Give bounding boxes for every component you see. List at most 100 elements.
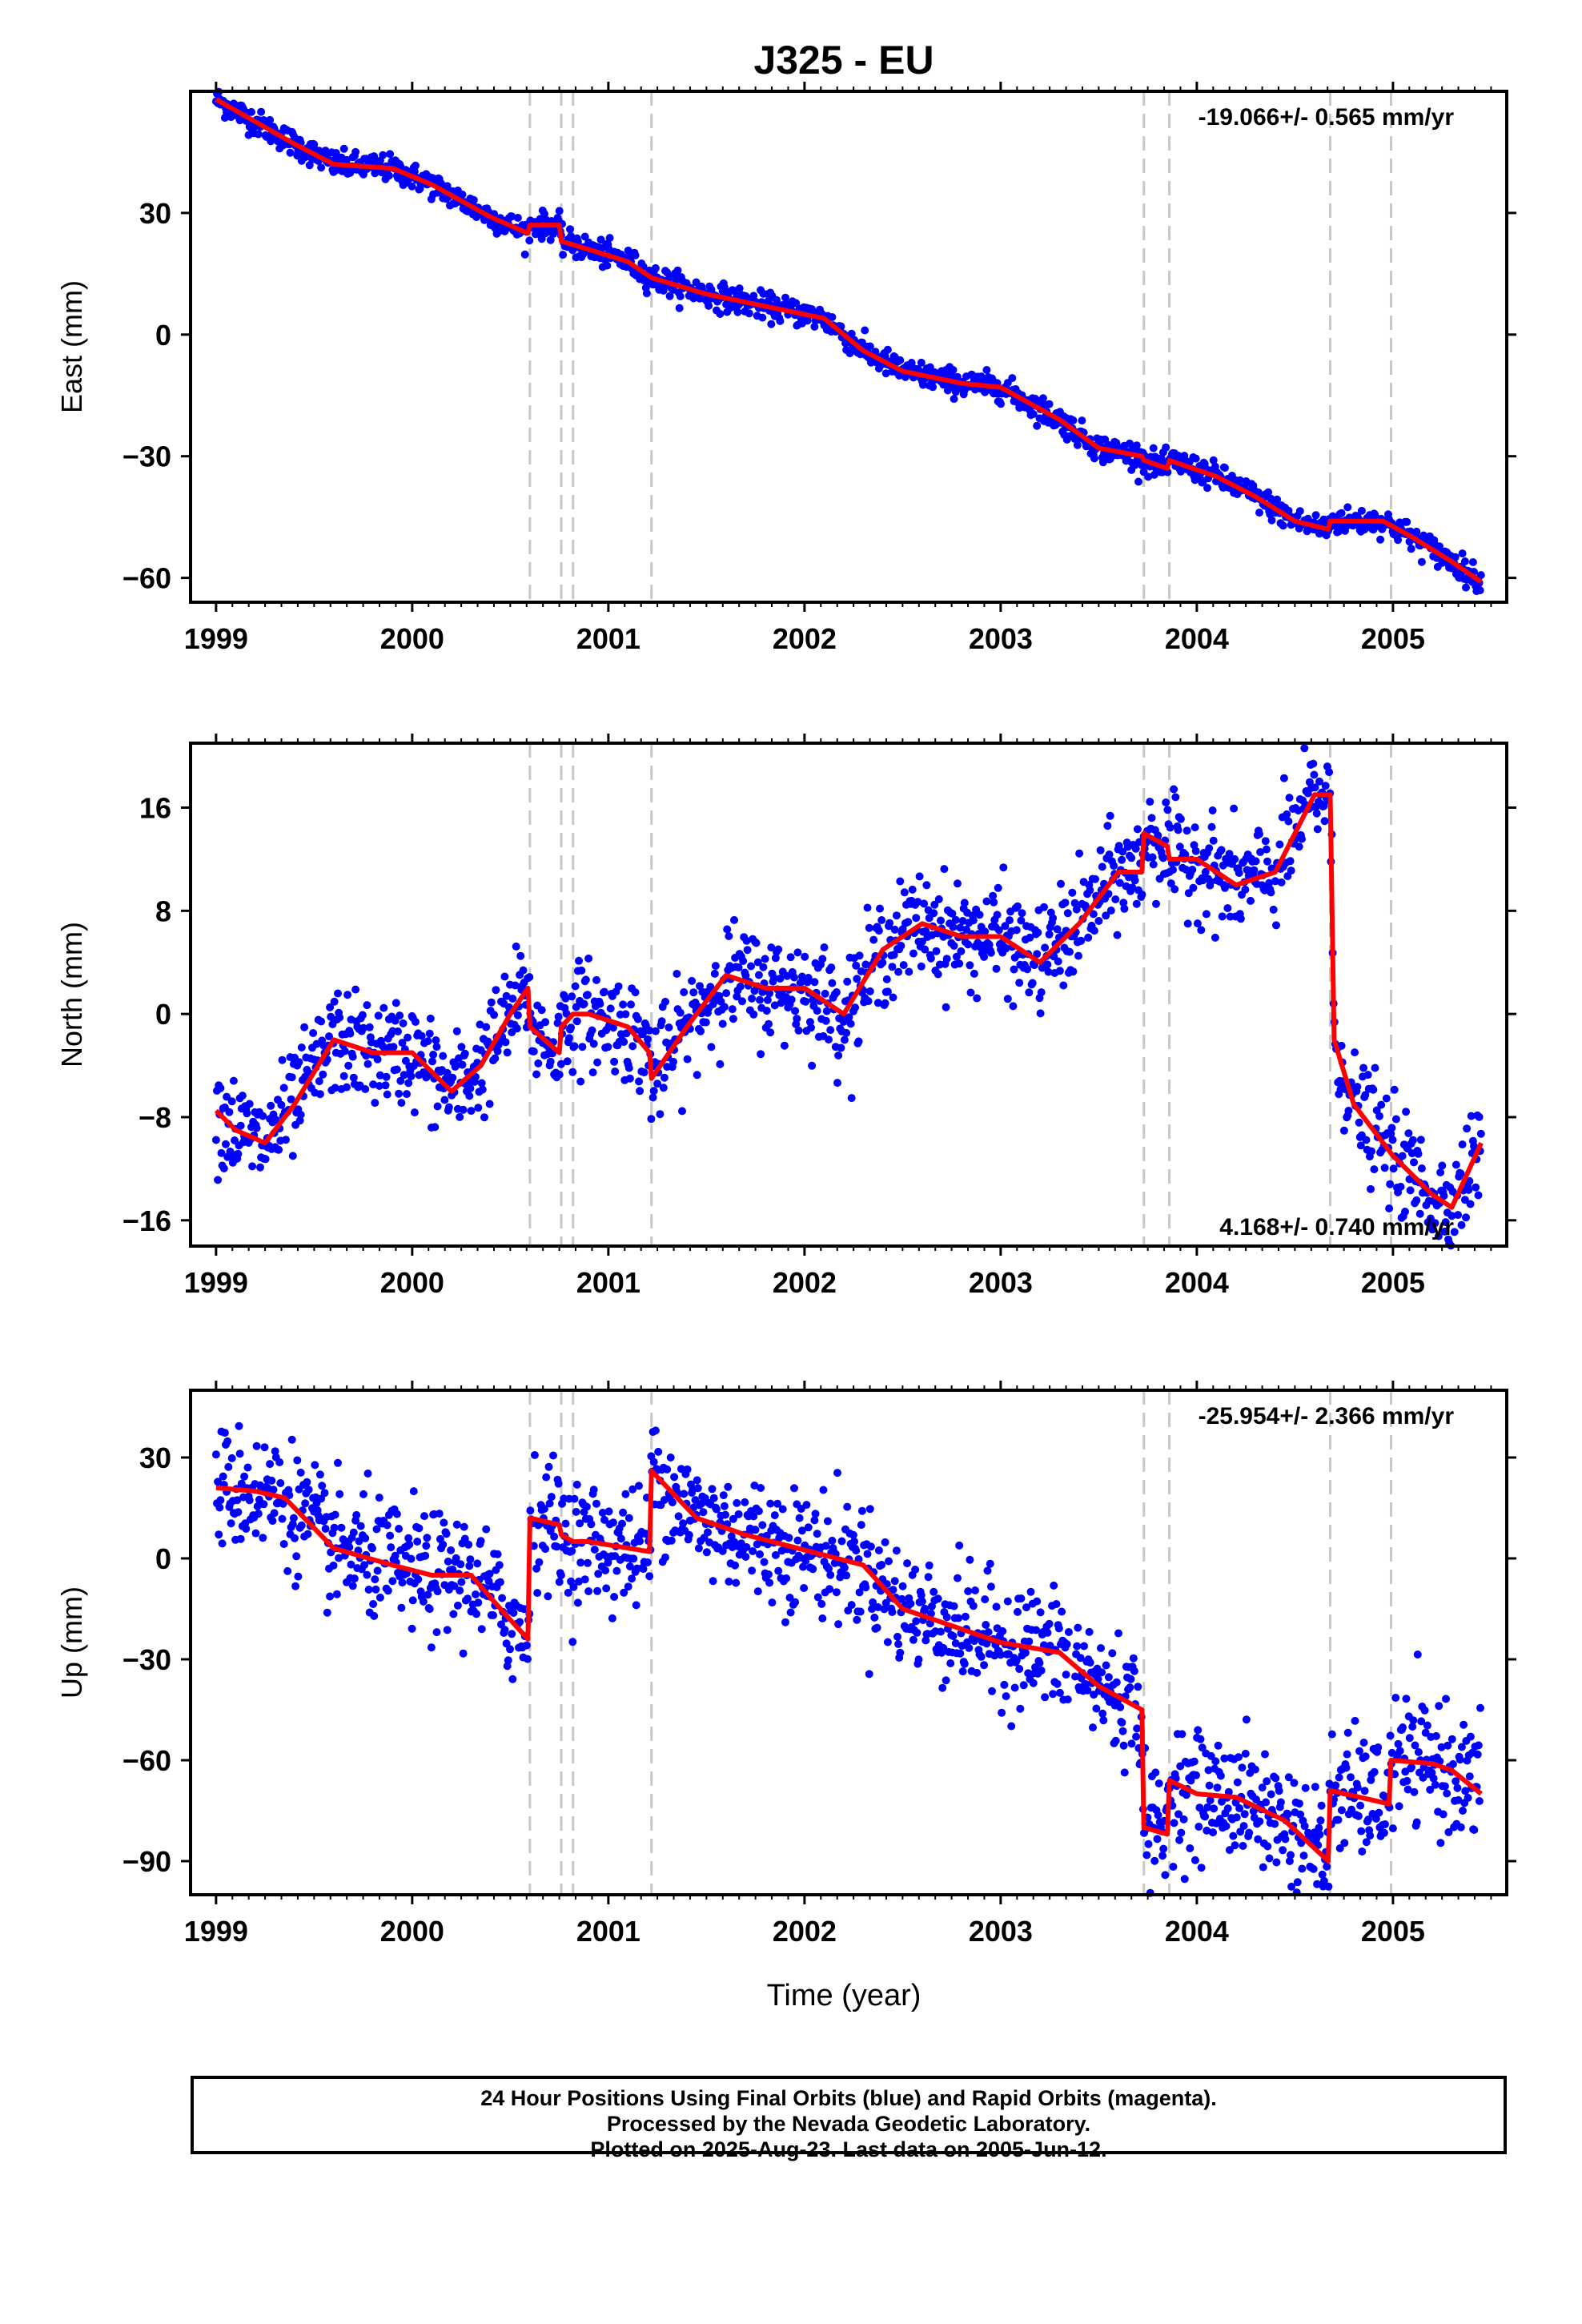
data-point	[800, 1584, 809, 1592]
data-point	[753, 1587, 762, 1596]
data-point	[1177, 1828, 1186, 1837]
data-point	[592, 1499, 600, 1508]
data-point	[1241, 1749, 1250, 1758]
data-point	[998, 1708, 1006, 1717]
data-point	[567, 1023, 576, 1032]
data-point	[620, 1038, 628, 1046]
data-point	[973, 994, 982, 1003]
data-point	[444, 1103, 453, 1112]
data-point	[909, 949, 917, 958]
data-point	[604, 1043, 612, 1051]
data-point	[215, 1530, 223, 1539]
data-point	[1255, 509, 1263, 517]
data-point	[942, 1003, 950, 1011]
data-point	[982, 897, 991, 906]
data-point	[625, 1074, 634, 1083]
data-point	[1347, 1773, 1355, 1782]
data-point	[331, 1510, 339, 1519]
data-point	[752, 939, 761, 947]
data-point	[329, 1561, 338, 1570]
data-point	[588, 1068, 597, 1077]
data-point	[701, 1018, 710, 1027]
data-point	[1245, 1828, 1254, 1837]
data-point	[1120, 1768, 1129, 1777]
data-point	[810, 322, 819, 331]
model-line	[215, 97, 1483, 585]
data-point	[1033, 421, 1042, 430]
data-point	[407, 1554, 416, 1563]
data-point	[223, 1437, 232, 1445]
data-point	[1474, 1191, 1483, 1200]
data-point	[624, 1514, 633, 1522]
data-point	[227, 1519, 235, 1528]
data-point	[371, 1575, 379, 1584]
data-point	[898, 1582, 907, 1590]
data-point	[825, 1585, 834, 1594]
data-point	[417, 1031, 426, 1040]
data-point	[1026, 1587, 1035, 1596]
data-point	[1191, 823, 1199, 832]
data-point	[1014, 902, 1022, 911]
footer-line-1: 24 Hour Positions Using Final Orbits (bl…	[480, 2086, 1217, 2110]
data-point	[1435, 1702, 1443, 1711]
data-point	[619, 1000, 628, 1009]
data-point	[1146, 798, 1154, 806]
data-point	[608, 1614, 616, 1622]
data-point	[993, 911, 1002, 919]
data-point	[1475, 1797, 1484, 1805]
footer-note: 24 Hour Positions Using Final Orbits (bl…	[191, 2076, 1507, 2161]
data-point	[1239, 1842, 1247, 1850]
data-point	[535, 1558, 544, 1566]
data-point	[758, 313, 767, 322]
data-point	[288, 1152, 297, 1160]
data-point	[216, 1496, 225, 1505]
data-point	[1144, 1839, 1153, 1848]
data-point	[572, 1017, 581, 1026]
data-point	[954, 1574, 962, 1582]
data-point	[1417, 1164, 1426, 1172]
data-point	[1385, 1204, 1394, 1212]
data-point	[877, 916, 886, 924]
data-point	[442, 1530, 451, 1538]
data-point	[628, 1042, 637, 1051]
data-point	[1205, 844, 1214, 853]
data-point	[1132, 441, 1141, 450]
data-point	[544, 1462, 553, 1471]
data-point	[297, 1043, 306, 1051]
y-tick-label: −60	[122, 562, 171, 595]
data-point	[992, 964, 1001, 973]
data-point	[988, 1687, 996, 1695]
data-point	[1261, 837, 1270, 846]
data-point	[1327, 1730, 1336, 1739]
data-point	[1438, 1161, 1447, 1170]
data-point	[529, 1047, 538, 1055]
data-point	[811, 1510, 820, 1518]
data-point	[1388, 1136, 1397, 1144]
data-point	[1417, 557, 1426, 566]
data-point	[756, 1550, 764, 1558]
data-point	[1144, 472, 1153, 481]
data-point	[1041, 943, 1050, 952]
data-point	[587, 1520, 596, 1529]
data-point	[1216, 1771, 1225, 1780]
data-point	[452, 1027, 461, 1035]
data-point	[227, 1454, 236, 1462]
data-point	[291, 1582, 300, 1590]
data-point	[593, 1058, 602, 1067]
data-point	[913, 1628, 921, 1637]
data-point	[631, 251, 640, 259]
data-point	[1157, 454, 1166, 463]
data-point	[1116, 1703, 1125, 1711]
data-point	[1174, 826, 1182, 834]
data-point	[373, 1055, 382, 1063]
data-point	[1178, 1730, 1186, 1739]
data-point	[596, 235, 605, 244]
data-point	[266, 1460, 275, 1469]
data-point	[516, 951, 525, 960]
data-point	[790, 1484, 798, 1493]
data-point	[1285, 794, 1294, 802]
data-point	[408, 1596, 417, 1605]
data-point	[1073, 1642, 1082, 1651]
data-point	[1410, 1158, 1418, 1167]
data-point	[666, 1454, 675, 1462]
